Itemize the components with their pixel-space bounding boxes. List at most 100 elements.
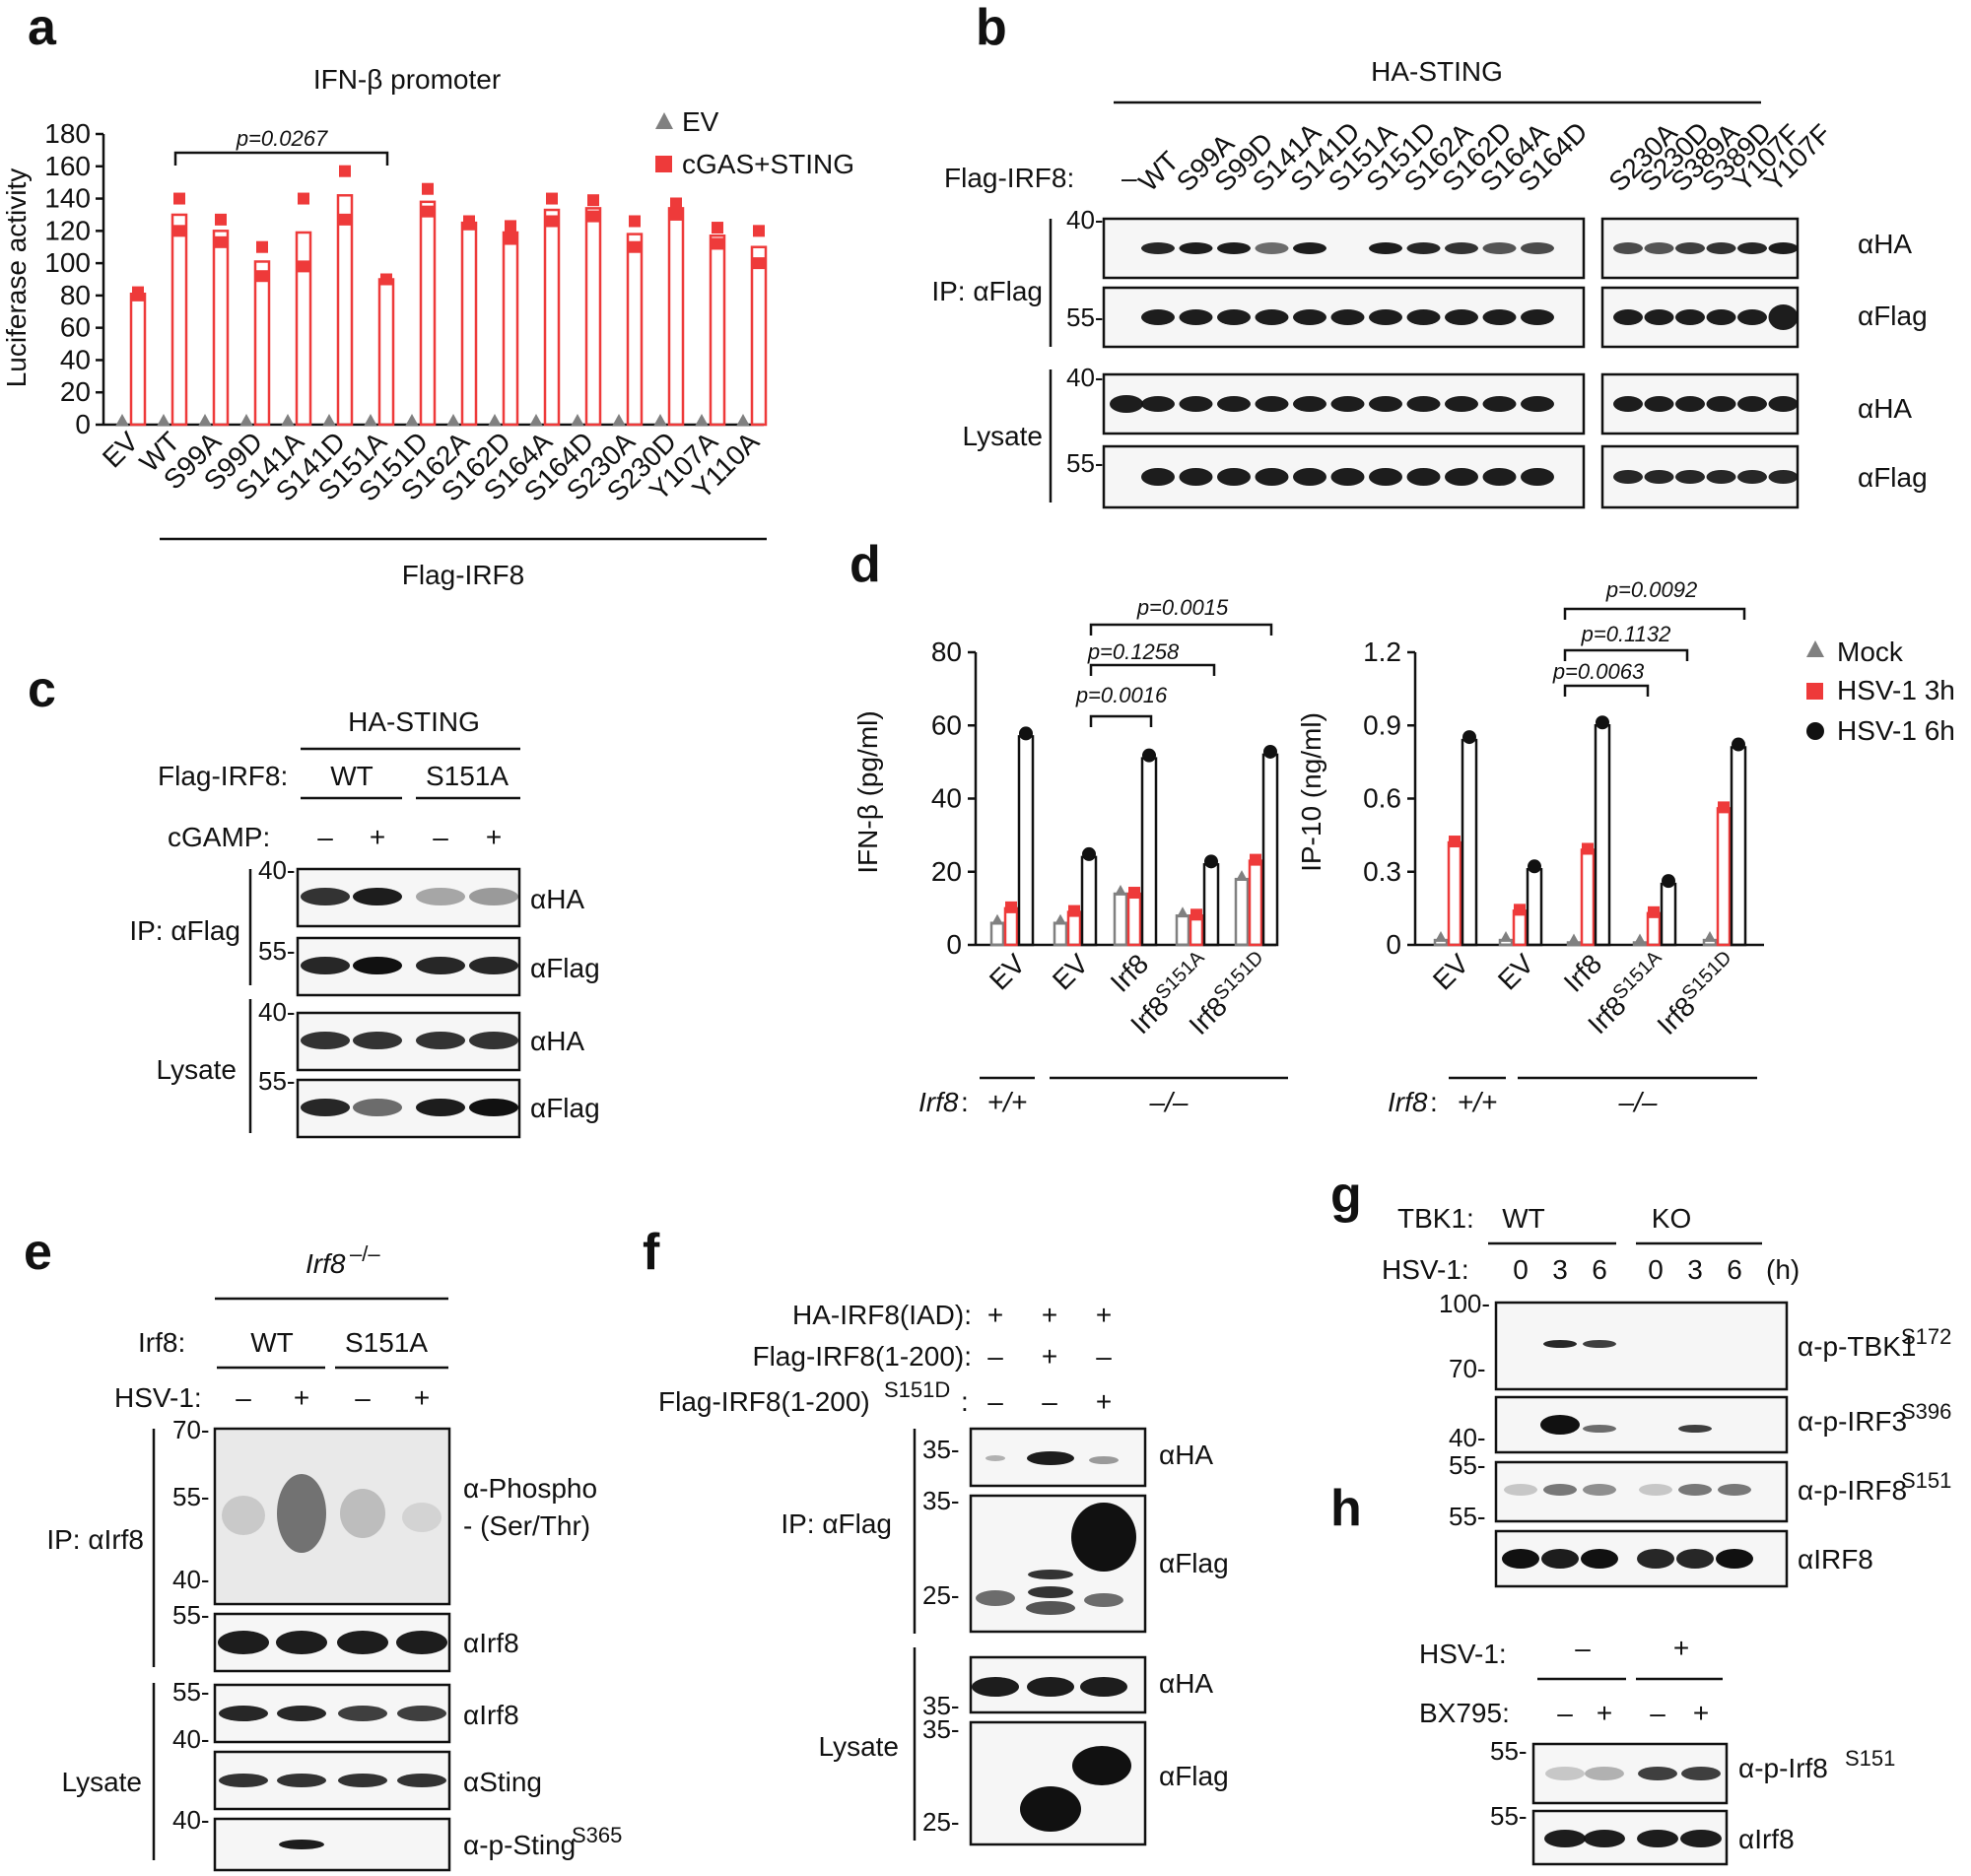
panel-a-point bbox=[712, 237, 723, 250]
panel-c-lysate: Lysate bbox=[157, 1054, 237, 1085]
panel-a-ytick-label: 60 bbox=[60, 312, 91, 343]
panel-a-point bbox=[546, 192, 558, 205]
panel-c-band bbox=[301, 1032, 350, 1049]
panel-e-sign-1: – bbox=[236, 1382, 251, 1413]
panel-b-blot: HA-STING Flag-IRF8: – WTS99AS99DS141AS14… bbox=[931, 56, 1928, 509]
panel-e-band bbox=[279, 1840, 324, 1849]
panel-a-legend-ev: EV bbox=[682, 106, 719, 137]
panel-h-sign1-1: – bbox=[1575, 1633, 1591, 1663]
panel-f-ab-1: αHA bbox=[1159, 1440, 1213, 1470]
panel-a-bar bbox=[626, 233, 644, 427]
panel-f-sign: – bbox=[987, 1341, 1003, 1372]
panel-a-ytick-label: 20 bbox=[60, 376, 91, 407]
panel-letter-c: c bbox=[28, 661, 56, 718]
panel-d-bar-3h bbox=[1248, 859, 1263, 947]
panel-a-point bbox=[215, 235, 227, 248]
panel-a-point bbox=[587, 210, 599, 223]
legend-marker-hsv-3h bbox=[1806, 683, 1823, 700]
panel-g-band bbox=[1718, 1484, 1751, 1496]
panel-g-band bbox=[1676, 1549, 1714, 1569]
panel-b-band bbox=[1293, 309, 1326, 325]
panel-b-band bbox=[1217, 242, 1251, 254]
panel-f-row3: Flag-IRF8(1-200) bbox=[658, 1386, 870, 1417]
panel-c-band bbox=[353, 1099, 402, 1116]
panel-b-band bbox=[1482, 468, 1517, 486]
panel-d-right-ko: –/– bbox=[1618, 1087, 1658, 1117]
panel-b-band bbox=[1675, 309, 1705, 325]
panel-a-ev-marker bbox=[488, 414, 502, 427]
panel-a-ev-marker bbox=[364, 414, 377, 427]
panel-g-band bbox=[1716, 1549, 1753, 1569]
panel-b-band bbox=[1369, 396, 1402, 412]
panel-f-mw-5: 35- bbox=[922, 1714, 960, 1744]
panel-d-point-3h bbox=[1648, 905, 1660, 918]
panel-d-left-pvalue-1: p=0.0016 bbox=[1075, 683, 1168, 707]
panel-d-left-bracket-1 bbox=[1089, 714, 1153, 727]
panel-b-ab-4: αFlag bbox=[1858, 462, 1928, 493]
panel-d-bar-3h bbox=[1066, 910, 1082, 947]
panel-e-ab-3: αIrf8 bbox=[463, 1700, 519, 1730]
panel-f-row1: HA-IRF8(IAD): bbox=[792, 1300, 972, 1330]
panel-e-band bbox=[219, 1774, 268, 1787]
panel-a-ev-marker bbox=[157, 414, 170, 427]
panel-h-ab-1: α-p-Irf8 bbox=[1738, 1753, 1828, 1783]
panel-b-band bbox=[1768, 470, 1799, 484]
panel-e-band bbox=[396, 1631, 447, 1654]
panel-d-point-3h bbox=[1250, 853, 1261, 866]
panel-d-point-6h bbox=[1082, 846, 1096, 861]
panel-a-ev-marker bbox=[281, 414, 295, 427]
panel-d-point-6h bbox=[1204, 854, 1218, 869]
panel-a-ev-marker bbox=[322, 414, 336, 427]
panel-h-band bbox=[1584, 1830, 1625, 1847]
panel-b-band bbox=[1482, 309, 1517, 325]
panel-f-sign: + bbox=[1042, 1341, 1057, 1372]
panel-d-bar-6h bbox=[1017, 735, 1035, 947]
panel-b-band bbox=[1613, 396, 1643, 412]
panel-b-band bbox=[1613, 242, 1643, 254]
panel-a-ytick-label: 0 bbox=[75, 409, 91, 439]
panel-a-point bbox=[215, 213, 227, 226]
panel-g-band bbox=[1583, 1484, 1616, 1496]
panel-h-mw-1: 55- bbox=[1490, 1736, 1528, 1766]
panel-d-right-wt: +/+ bbox=[1458, 1087, 1497, 1117]
panel-g-band bbox=[1502, 1549, 1539, 1569]
panel-h-row2: BX795: bbox=[1419, 1698, 1510, 1728]
panel-b-band bbox=[1521, 309, 1554, 325]
panel-g-mw-5: 55- bbox=[1449, 1502, 1486, 1531]
panel-g-bands bbox=[1502, 1340, 1753, 1569]
panel-d-marks bbox=[989, 715, 1747, 947]
panel-e-psting-blot bbox=[213, 1817, 451, 1872]
panel-a-point bbox=[753, 257, 765, 270]
panel-d-bar-6h bbox=[1140, 757, 1158, 947]
panel-b-band bbox=[1706, 396, 1736, 412]
panel-b-band bbox=[1482, 242, 1517, 254]
panel-e-mw-2: 55- bbox=[172, 1482, 210, 1511]
panel-c-ab-1: αHA bbox=[530, 884, 584, 914]
panel-d-ytick-label: 0 bbox=[946, 929, 962, 960]
panel-d-left-wt: +/+ bbox=[987, 1087, 1027, 1117]
panel-e-ab-4: αSting bbox=[463, 1767, 542, 1797]
panel-d-point-6h bbox=[1462, 730, 1476, 745]
panel-a-point bbox=[670, 208, 682, 221]
panel-a-ev-marker bbox=[446, 414, 460, 427]
panel-b-band bbox=[1706, 309, 1736, 325]
panel-b-band bbox=[1255, 309, 1289, 325]
panel-f-row3-sup: S151D bbox=[884, 1377, 950, 1402]
panel-b-band bbox=[1706, 470, 1736, 484]
panel-e-mw-4: 55- bbox=[172, 1600, 210, 1630]
panel-d-left-bracket-2 bbox=[1089, 663, 1216, 676]
panel-c-band bbox=[469, 888, 518, 905]
panel-g-ab-4: αIRF8 bbox=[1798, 1544, 1873, 1574]
panel-b-band bbox=[1255, 396, 1289, 412]
panel-a-point bbox=[380, 273, 392, 286]
panel-b-band bbox=[1179, 242, 1213, 254]
panel-a-ytick-label: 140 bbox=[44, 183, 91, 214]
panel-d-ytick-label: 0 bbox=[1386, 929, 1401, 960]
panel-b-ab-2: αFlag bbox=[1858, 301, 1928, 331]
panel-d-bar-3h bbox=[1512, 909, 1528, 947]
panel-b-ip-label: IP: αFlag bbox=[931, 276, 1043, 306]
panel-c-sign-3: – bbox=[433, 822, 448, 852]
panel-a-bar bbox=[129, 293, 147, 427]
